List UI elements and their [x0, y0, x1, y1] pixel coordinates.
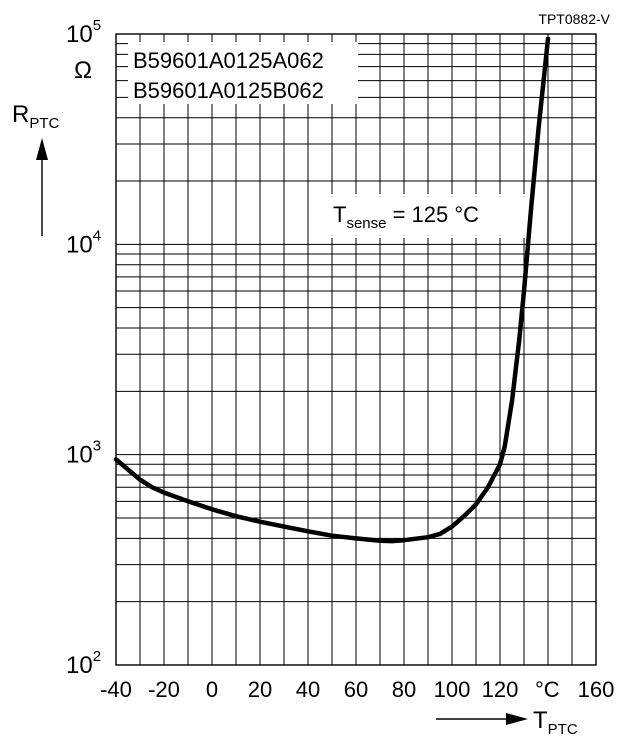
part-number-b: B59601A0125B062 — [133, 78, 324, 103]
x-tick-label: 20 — [248, 677, 272, 702]
x-tick-label: 160 — [578, 677, 615, 702]
tsense-subscript: sense — [346, 215, 386, 232]
tsense-value: = 125 °C — [386, 202, 479, 227]
tsense-main: T — [333, 202, 346, 227]
x-tick-label: -20 — [148, 677, 180, 702]
x-axis-label-sub: PTC — [548, 721, 578, 738]
part-number-a: B59601A0125A062 — [133, 48, 324, 73]
tsense-annotation: Tsense = 125 °C — [333, 202, 479, 232]
x-tick-label: 120 — [482, 677, 519, 702]
x-tick-label: 40 — [296, 677, 320, 702]
x-axis-label-main: T — [533, 707, 548, 734]
y-tick-label: 104 — [66, 227, 101, 258]
y-axis-label-main: R — [12, 101, 29, 128]
annotation-box — [326, 194, 526, 238]
grid — [115, 33, 597, 666]
x-tick-labels: -40 -20 0 20 40 60 80 100 120 160 — [100, 677, 614, 702]
y-decade-labels: 102 103 104 105 — [66, 17, 101, 679]
part-number-box — [128, 42, 358, 104]
y-tick-label: 105 — [66, 17, 101, 48]
y-axis-arrow — [36, 138, 48, 236]
y-tick-label: 102 — [66, 648, 101, 679]
y-axis-unit: Ω — [74, 57, 92, 84]
x-tick-label: 100 — [434, 677, 471, 702]
x-tick-label: 60 — [344, 677, 368, 702]
x-tick-label: 0 — [206, 677, 218, 702]
x-axis-arrow — [436, 713, 528, 725]
x-axis-unit: °C — [535, 677, 560, 702]
y-axis-label: RPTC — [12, 101, 60, 132]
x-axis-label: TPTC — [533, 707, 578, 738]
chart-code: TPT0882-V — [538, 11, 610, 27]
plot-frame — [115, 33, 597, 666]
y-tick-label: 103 — [66, 438, 101, 469]
y-axis-label-sub: PTC — [29, 115, 59, 132]
x-tick-label: 80 — [392, 677, 416, 702]
series-line — [113, 36, 551, 544]
x-tick-label: -40 — [100, 677, 132, 702]
